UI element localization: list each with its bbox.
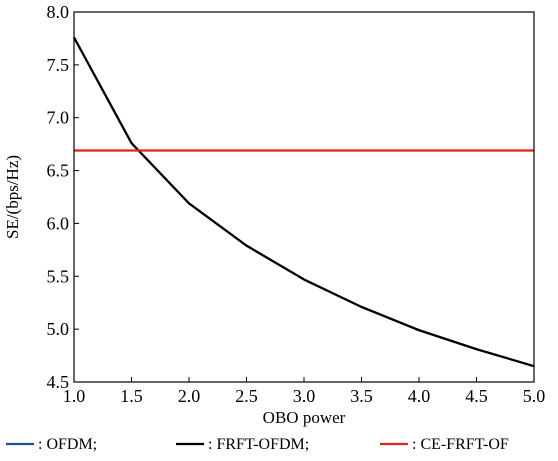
- y-tick-label: 5.0: [47, 319, 70, 339]
- y-tick-label: 8.0: [47, 2, 70, 22]
- tick-labels: 1.0 1.5 2.0 2.5 3.0 3.5 4.0 4.5 5.0 4.5 5.0 5.5 6.0 6…: [47, 2, 546, 406]
- series-line-1: [73, 36, 535, 368]
- y-tick-label: 6.0: [47, 213, 70, 233]
- legend-label-1: : FRFT-OFDM;: [208, 436, 309, 453]
- plot-marks: [73, 36, 535, 368]
- tick-marks: [73, 11, 535, 383]
- plot-frame: [73, 11, 535, 383]
- x-tick-label: 4.5: [465, 386, 488, 406]
- y-tick-label: 7.0: [47, 108, 70, 128]
- legend-label-2: : CE-FRFT-OF: [412, 436, 509, 453]
- y-axis-title: SE/(bps/Hz): [3, 155, 22, 239]
- legend: : OFDM; : FRFT-OFDM; : CE-FRFT-OF: [6, 436, 509, 453]
- x-tick-label: 1.5: [120, 386, 143, 406]
- x-tick-label: 4.0: [408, 386, 431, 406]
- x-tick-label: 1.0: [63, 386, 86, 406]
- x-tick-label: 3.0: [293, 386, 316, 406]
- series-line-0: [73, 36, 535, 368]
- y-tick-label: 6.5: [47, 161, 70, 181]
- y-tick-label: 7.5: [47, 55, 70, 75]
- x-tick-label: 2.5: [235, 386, 258, 406]
- x-tick-label: 2.0: [178, 386, 201, 406]
- y-tick-label: 5.5: [47, 266, 70, 286]
- legend-label-0: : OFDM;: [38, 436, 97, 453]
- x-tick-label: 5.0: [523, 386, 546, 406]
- y-tick-label: 4.5: [47, 372, 70, 392]
- x-axis-title: OBO power: [263, 408, 346, 427]
- x-tick-label: 3.5: [350, 386, 373, 406]
